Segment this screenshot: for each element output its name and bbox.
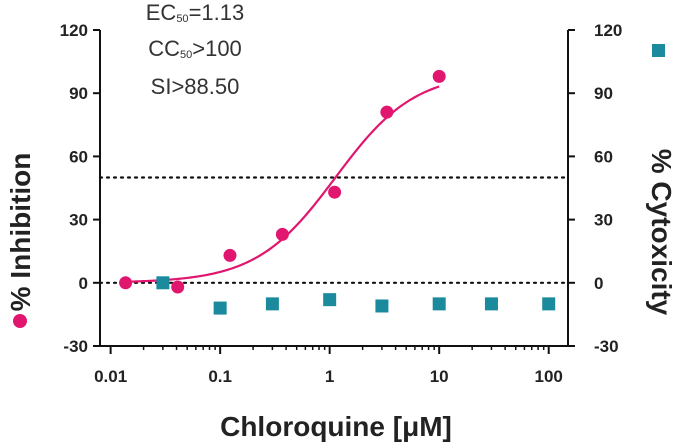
x-axis-title: Chloroquine [μM] bbox=[220, 411, 452, 442]
x-tick-label: 100 bbox=[535, 367, 563, 386]
cytotoxicity-point bbox=[265, 297, 279, 311]
x-tick-label: 1 bbox=[325, 367, 334, 386]
cytotoxicity-point bbox=[213, 301, 227, 315]
cytotoxicity-point bbox=[542, 297, 556, 311]
cc50-annotation: CC50>100 bbox=[148, 36, 242, 61]
y-axis-right-title: % Cytoxicity bbox=[646, 149, 677, 316]
y-right-tick-label: -30 bbox=[594, 337, 619, 356]
inhibition-point bbox=[328, 185, 342, 199]
inhibition-point bbox=[223, 248, 237, 262]
cytotoxicity-point bbox=[375, 299, 389, 313]
ec50-annotation: EC50=1.13 bbox=[145, 0, 245, 25]
y-left-tick-label: 120 bbox=[60, 21, 88, 40]
cytotoxicity-point bbox=[432, 297, 446, 311]
x-tick-label: 10 bbox=[430, 367, 449, 386]
inhibition-point bbox=[432, 69, 446, 83]
si-annotation: SI>88.50 bbox=[150, 74, 240, 99]
inhibition-point bbox=[119, 276, 133, 290]
y-right-tick-label: 60 bbox=[594, 147, 613, 166]
y-right-tick-label: 0 bbox=[594, 274, 603, 293]
y-left-tick-label: 0 bbox=[79, 274, 88, 293]
cytotoxicity-point bbox=[156, 276, 170, 290]
y-left-tick-label: 90 bbox=[69, 84, 88, 103]
y-right-tick-label: 90 bbox=[594, 84, 613, 103]
y-right-tick-label: 30 bbox=[594, 211, 613, 230]
cytotoxicity-legend-marker bbox=[652, 44, 665, 57]
cytotoxicity-point bbox=[323, 293, 337, 307]
inhibition-legend-marker bbox=[13, 314, 27, 328]
x-tick-label: 0.01 bbox=[94, 367, 127, 386]
y-axis-left-title: % Inhibition bbox=[5, 153, 36, 312]
y-right-tick-label: 120 bbox=[594, 21, 622, 40]
inhibition-point bbox=[275, 227, 289, 241]
x-tick-label: 0.1 bbox=[208, 367, 232, 386]
y-left-tick-label: 60 bbox=[69, 147, 88, 166]
inhibition-point bbox=[380, 105, 394, 119]
cytotoxicity-point bbox=[484, 297, 498, 311]
y-left-tick-label: -30 bbox=[63, 337, 88, 356]
y-left-tick-label: 30 bbox=[69, 211, 88, 230]
inhibition-point bbox=[171, 280, 185, 294]
